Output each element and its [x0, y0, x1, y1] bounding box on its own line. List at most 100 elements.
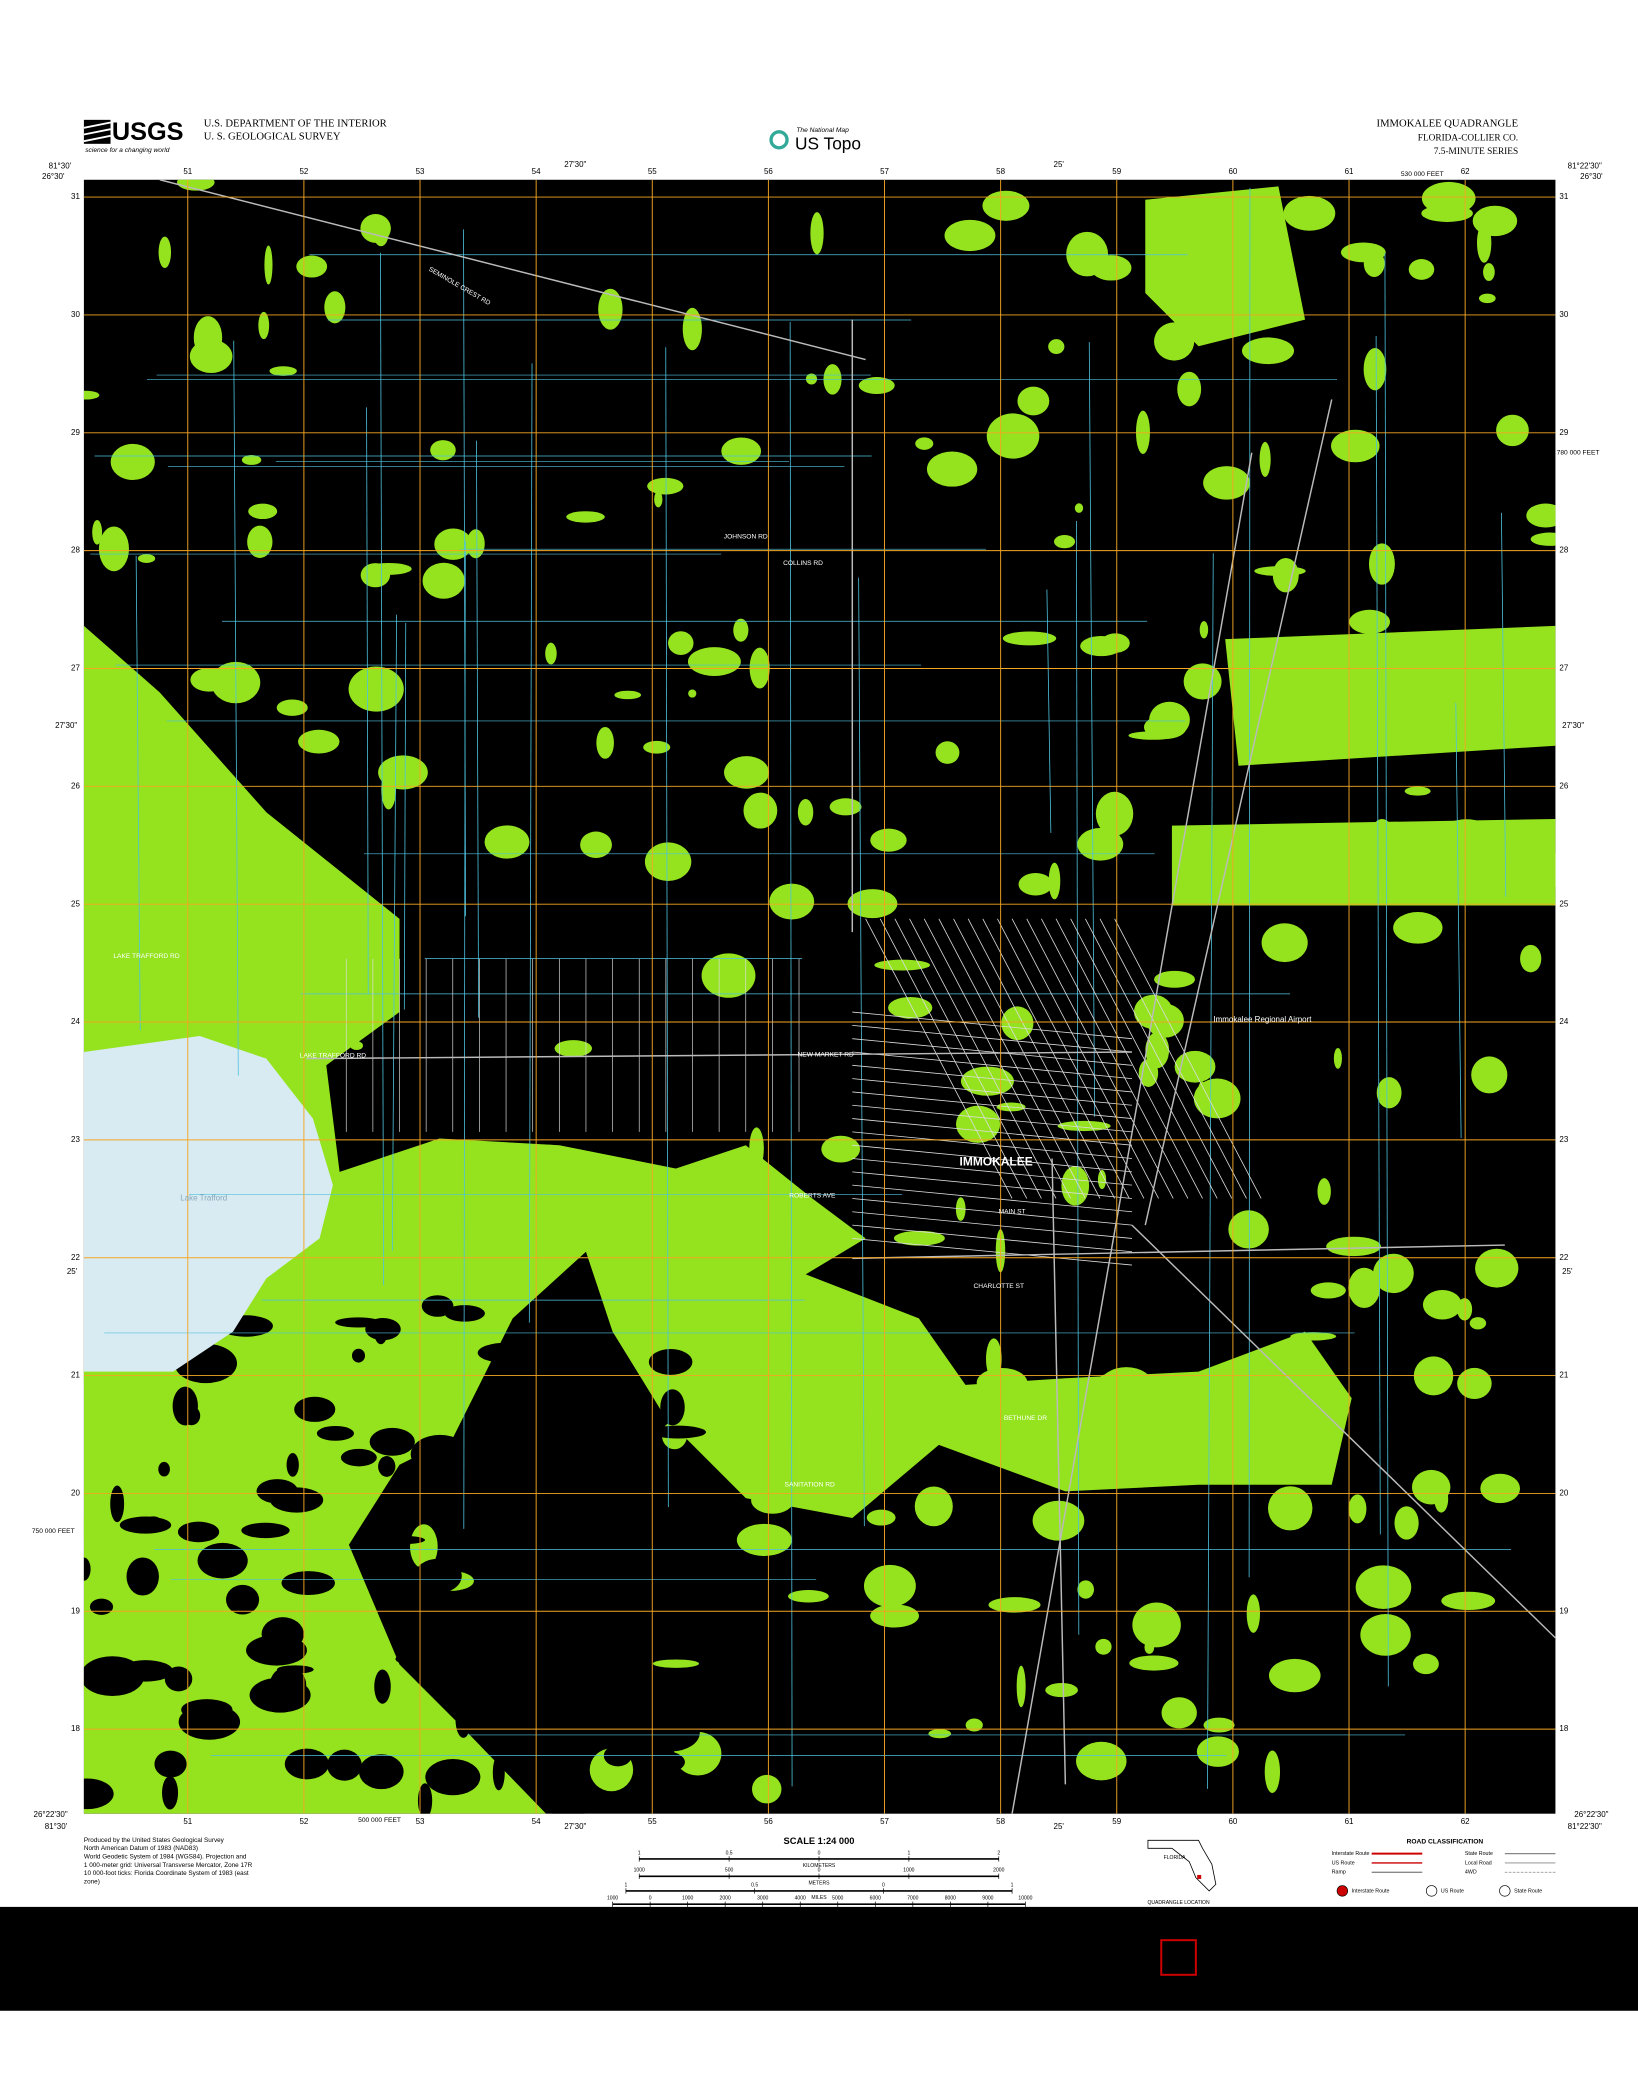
street [852, 1131, 1132, 1159]
clearing [83, 1778, 114, 1810]
agency-line: U. S. GEOLOGICAL SURVEY [204, 132, 341, 143]
scale-label: 5000 [832, 1896, 843, 1902]
clearing [536, 1692, 585, 1720]
scale-label: 0 [818, 1850, 821, 1856]
coordinate-label: 61 [1345, 167, 1354, 176]
clearing [414, 1558, 462, 1594]
coordinate-label: 780 000 FEET [1557, 450, 1600, 457]
coordinate-label: 27'30" [1562, 721, 1584, 730]
clearing [172, 1386, 198, 1426]
vegetation [446, 1168, 472, 1196]
clearing [83, 1557, 91, 1581]
street [852, 1171, 1132, 1199]
vegetation [1057, 1120, 1111, 1132]
coordinate-label: 57 [880, 167, 889, 176]
vegetation [1228, 1210, 1269, 1249]
vegetation [914, 1486, 953, 1527]
clearing [538, 1387, 601, 1410]
vegetation [752, 1774, 782, 1804]
road-legend-label: 4WD [1465, 1870, 1477, 1876]
vegetation [264, 245, 273, 285]
canal [391, 614, 397, 1251]
state-label: FLORIDA [1164, 1855, 1187, 1861]
coordinate-label: 62 [1461, 1817, 1470, 1826]
canal [403, 622, 407, 1010]
scale-label: 10000 [1018, 1896, 1032, 1902]
clearing [660, 1389, 685, 1426]
clearing [249, 1677, 311, 1713]
vegetation [1177, 208, 1201, 237]
town-label: IMMOKALEE [960, 1155, 1033, 1169]
vegetation [1074, 503, 1084, 513]
national-map: The National Map [796, 127, 849, 134]
lake-label: Lake Trafford [180, 1194, 227, 1203]
vegetation [928, 1729, 952, 1739]
vegetation [1317, 1178, 1331, 1205]
vegetation [965, 1718, 983, 1732]
street [909, 918, 1057, 1199]
clearing [162, 1776, 179, 1810]
vegetation [1077, 1580, 1095, 1599]
clearing [467, 1602, 496, 1625]
vegetation [769, 883, 815, 920]
scale-label: 3000 [757, 1896, 768, 1902]
clearing [610, 1598, 669, 1608]
credit-line: North American Datum of 1983 (NAD83) [84, 1845, 198, 1852]
scale-label: 1000 [903, 1868, 914, 1874]
clearing [197, 1542, 248, 1579]
coordinate-label: 21 [71, 1371, 80, 1380]
vegetation [1368, 543, 1395, 585]
street [1070, 918, 1218, 1199]
street [1114, 918, 1262, 1199]
coordinate-label: 55 [648, 1817, 657, 1826]
vegetation [1107, 1431, 1130, 1450]
vegetation [1129, 1655, 1179, 1671]
vegetation [257, 957, 290, 966]
vegetation [167, 751, 199, 780]
coordinate-label: 58 [996, 167, 1005, 176]
vegetation [1097, 1170, 1107, 1190]
vegetation [545, 642, 557, 665]
coordinate-label: 53 [416, 1817, 425, 1826]
clearing [642, 1713, 700, 1752]
vegetation [805, 373, 818, 385]
scale-label: 1000 [634, 1868, 645, 1874]
clearing [226, 1584, 260, 1615]
coordinate-label: 54 [532, 167, 541, 176]
canal [1088, 342, 1096, 1117]
vegetation [1349, 609, 1391, 634]
road-legend-label: Ramp [1332, 1870, 1346, 1876]
scale-label: 0.5 [726, 1850, 733, 1856]
road-label: NEW MARKET RD [797, 1051, 854, 1058]
clearing [284, 1748, 329, 1780]
clearing [281, 1571, 335, 1595]
scale-label: 500 [725, 1868, 734, 1874]
clearing [316, 1425, 354, 1441]
vegetation [1183, 663, 1222, 700]
clearing [286, 1452, 299, 1477]
canal [476, 440, 479, 1018]
clearing [477, 1342, 536, 1364]
clearing [358, 1754, 404, 1790]
vegetation [976, 1368, 1028, 1398]
canal [858, 577, 865, 1527]
street [1041, 918, 1189, 1199]
coordinate-label: 51 [183, 1817, 192, 1826]
clearing [633, 1749, 685, 1775]
coordinate-label: 25' [1054, 160, 1065, 169]
coordinate-label: 23 [1559, 1135, 1568, 1144]
vegetation [1363, 250, 1385, 277]
vegetation [982, 190, 1030, 221]
street [1055, 918, 1203, 1199]
street [852, 1078, 1132, 1106]
coordinate-label: 23 [71, 1135, 80, 1144]
vegetation [788, 1590, 829, 1603]
shield-icon [1425, 1885, 1438, 1897]
coordinate-label: 28 [1559, 546, 1568, 555]
vegetation [1132, 1602, 1181, 1648]
coordinate-label: 18 [1559, 1724, 1568, 1733]
scale-label: 1000 [682, 1896, 693, 1902]
vegetation [810, 212, 824, 255]
canal [1046, 589, 1052, 833]
vegetation [1044, 1381, 1093, 1404]
